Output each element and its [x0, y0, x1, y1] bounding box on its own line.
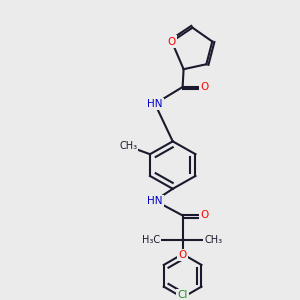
Text: H₃C: H₃C — [142, 235, 160, 245]
Text: O: O — [168, 37, 176, 46]
Text: O: O — [178, 250, 187, 260]
Text: O: O — [200, 82, 208, 92]
Text: CH₃: CH₃ — [204, 235, 223, 245]
Text: O: O — [200, 211, 208, 220]
Text: HN: HN — [147, 196, 163, 206]
Text: Cl: Cl — [177, 290, 188, 300]
Text: CH₃: CH₃ — [119, 141, 137, 151]
Text: HN: HN — [147, 99, 163, 109]
